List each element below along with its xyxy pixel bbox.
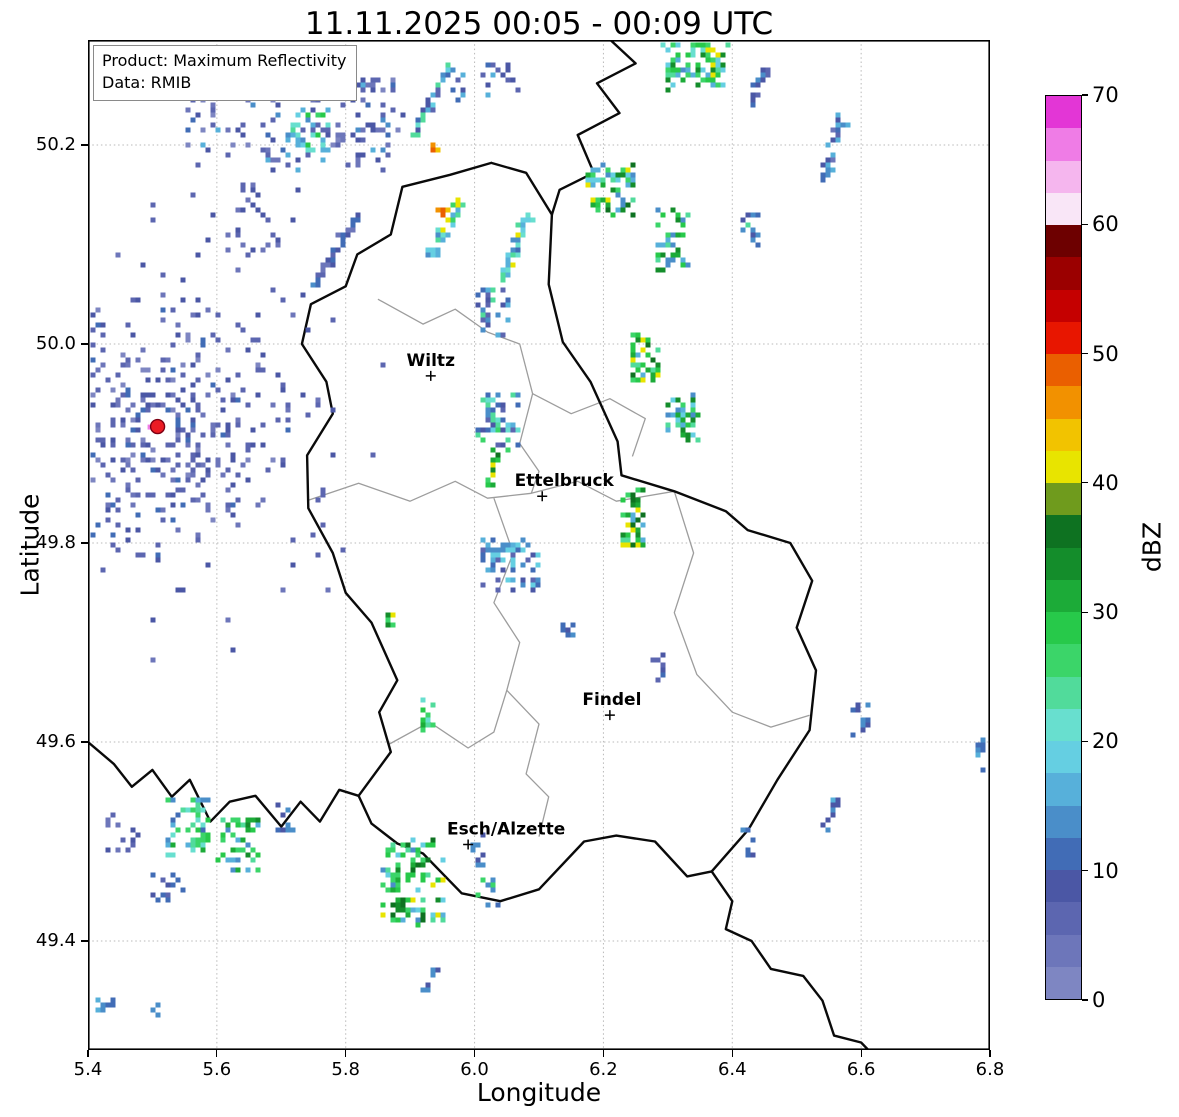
product-info-line1: Product: Maximum Reflectivity: [102, 51, 347, 70]
city-marker: [463, 839, 474, 850]
colorbar-tick-label: 60: [1092, 212, 1119, 237]
colorbar-tick-label: 0: [1092, 988, 1106, 1012]
colorbar-segment: [1046, 966, 1081, 999]
x-tick-mark: [602, 1050, 605, 1057]
x-tick-mark: [216, 1050, 218, 1057]
y-tick-mark: [81, 343, 88, 345]
colorbar-segment: [1046, 837, 1081, 870]
x-tick-label: 6.6: [846, 1059, 876, 1080]
colorbar-segment: [1046, 354, 1081, 387]
city-markers: Wiltz Ettelbruck Findel Esch/Alzette: [407, 351, 641, 850]
colorbar-tick-label: 30: [1092, 600, 1119, 625]
colorbar-tick-mark: [1082, 740, 1088, 743]
colorbar-segment: [1046, 418, 1081, 451]
map-canvas: Wiltz Ettelbruck Findel Esch/Alzette: [88, 40, 990, 1050]
product-info-line2: Data: RMIB: [102, 73, 192, 93]
plot-title: 11.11.2025 00:05 - 00:09 UTC: [304, 6, 774, 42]
x-tick-label: 6.4: [717, 1059, 747, 1080]
x-tick-label: 6.2: [589, 1059, 618, 1080]
colorbar-segment: [1046, 547, 1081, 580]
x-tick-label: 5.6: [202, 1059, 232, 1080]
colorbar-segment: [1046, 741, 1081, 774]
y-tick-mark: [81, 741, 88, 743]
colorbar-tick-mark: [1082, 870, 1088, 872]
colorbar-tick-mark: [1082, 482, 1088, 484]
colorbar-segment: [1046, 612, 1081, 645]
colorbar-segment: [1046, 96, 1081, 129]
colorbar-segment: [1046, 644, 1081, 677]
y-tick-label: 49.4: [35, 930, 76, 952]
y-tick-label: 49.6: [35, 731, 76, 753]
city-label: Wiltz: [407, 351, 456, 371]
colorbar-segment: [1046, 483, 1081, 516]
city-label: Ettelbruck: [515, 471, 615, 491]
colorbar-tick-label: 10: [1092, 858, 1119, 883]
colorbar-tick-label: 50: [1092, 341, 1119, 366]
colorbar-segment: [1046, 902, 1081, 935]
x-tick-mark: [345, 1050, 347, 1057]
colorbar-tick-label: 40: [1092, 470, 1119, 495]
colorbar-segment: [1046, 579, 1081, 612]
colorbar-segment: [1046, 515, 1081, 548]
y-tick-label: 50.0: [35, 332, 76, 354]
colorbar-segment: [1046, 257, 1081, 290]
colorbar-segment: [1046, 773, 1081, 806]
x-tick-label: 5.4: [73, 1059, 103, 1080]
x-tick-label: 6.0: [460, 1059, 489, 1080]
colorbar-segment: [1046, 708, 1081, 741]
x-axis-label: Longitude: [476, 1078, 602, 1107]
colorbar-segment: [1046, 128, 1081, 161]
colorbar-segment: [1046, 225, 1081, 258]
country-borders: [88, 40, 871, 1050]
colorbar-segment: [1046, 192, 1081, 225]
colorbar: [1045, 95, 1082, 1000]
colorbar-tick-label: 70: [1092, 83, 1119, 107]
colorbar-segment: [1046, 870, 1081, 903]
colorbar-segment: [1046, 321, 1081, 354]
colorbar-tick-label: 20: [1092, 729, 1119, 754]
map-plot: Wiltz Ettelbruck Findel Esch/Alzette Produc…: [88, 40, 990, 1050]
city-label: Findel: [582, 690, 641, 710]
colorbar-label: dBZ: [1137, 521, 1167, 573]
x-tick-mark: [731, 1050, 733, 1057]
district-borders: [308, 298, 810, 837]
x-tick-mark: [473, 1050, 476, 1057]
colorbar-tick-mark: [1082, 352, 1088, 355]
city-label: Esch/Alzette: [447, 820, 565, 840]
colorbar-tick-mark: [1082, 94, 1088, 96]
y-tick-label: 50.2: [35, 133, 76, 155]
plot-outline: [88, 40, 990, 1050]
y-tick-label: 49.8: [35, 532, 76, 553]
city-marker: [604, 710, 615, 721]
x-tick-label: 6.8: [975, 1059, 1005, 1080]
x-tick-mark: [860, 1050, 862, 1057]
colorbar-segment: [1046, 805, 1081, 838]
y-tick-mark: [81, 144, 88, 146]
y-tick-mark: [81, 940, 88, 942]
radar-echo-pixels: [90, 42, 986, 1018]
colorbar-segment: [1046, 450, 1081, 483]
x-tick-mark: [989, 1050, 991, 1057]
colorbar-segment: [1046, 289, 1081, 322]
colorbar-tick-mark: [1082, 611, 1088, 613]
colorbar-tick-mark: [1082, 999, 1088, 1001]
x-tick-label: 5.8: [331, 1059, 361, 1080]
colorbar-tick-mark: [1082, 223, 1088, 225]
grid-lines: [88, 40, 990, 1050]
radar-site-marker: [149, 418, 166, 435]
y-tick-mark: [81, 542, 88, 544]
colorbar-segment: [1046, 934, 1081, 967]
colorbar-segment: [1046, 676, 1081, 709]
product-info-box: Product: Maximum Reflectivity Data: RMIB: [93, 45, 358, 101]
city-marker: [537, 491, 548, 502]
colorbar-segment: [1046, 386, 1081, 419]
city-marker: [425, 370, 436, 381]
x-tick-mark: [87, 1050, 89, 1057]
colorbar-segment: [1046, 160, 1081, 193]
